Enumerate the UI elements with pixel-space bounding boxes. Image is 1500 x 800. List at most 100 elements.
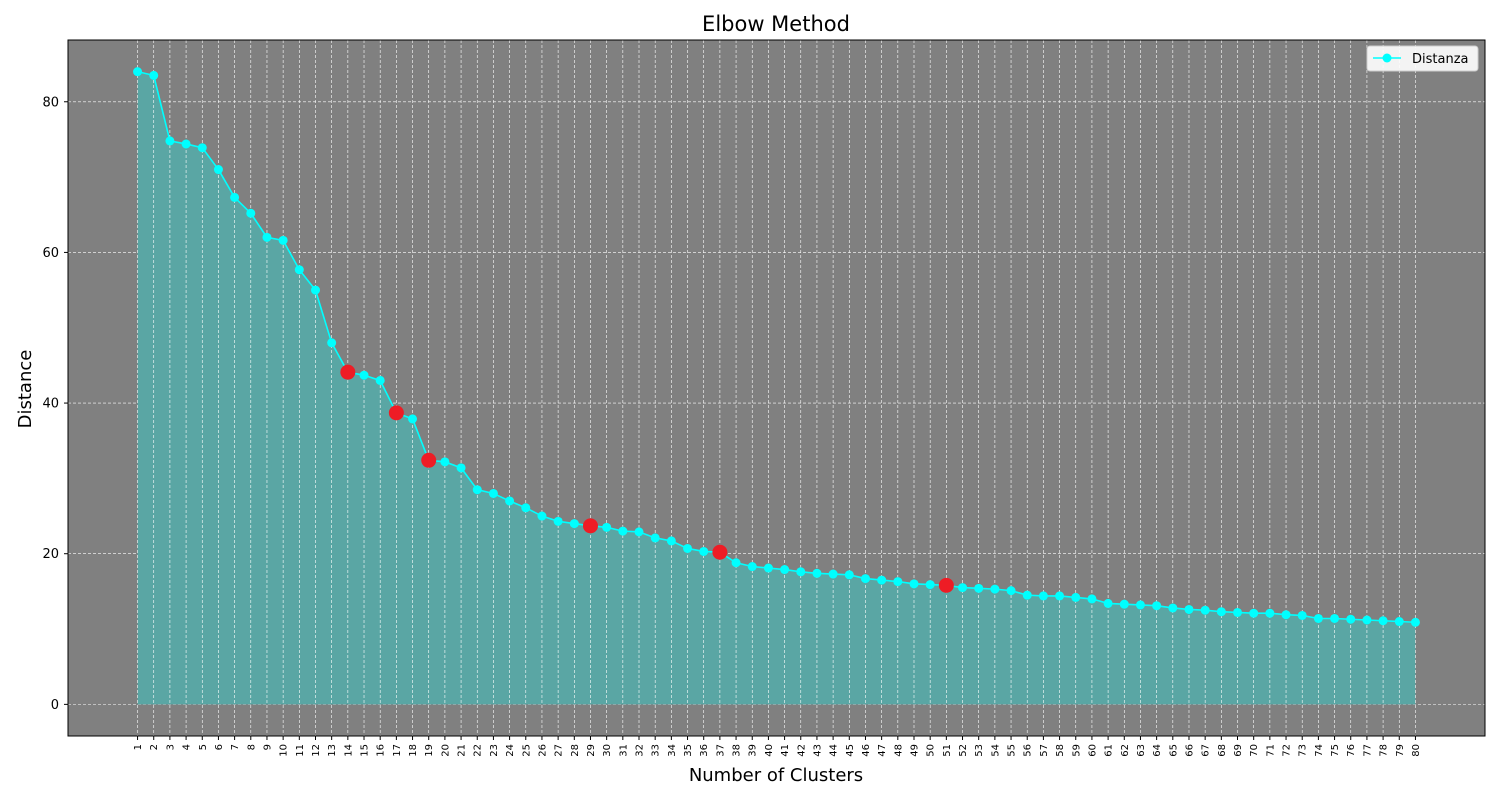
- x-tick-label: 47: [877, 744, 888, 757]
- data-point: [1362, 615, 1372, 625]
- x-tick-label: 13: [327, 744, 338, 757]
- x-tick-label: 49: [909, 744, 920, 757]
- data-point: [1071, 592, 1081, 602]
- x-tick-label: 1: [133, 744, 144, 750]
- legend: Distanza: [1366, 45, 1479, 72]
- data-point: [699, 546, 709, 556]
- x-tick-label: 31: [618, 744, 629, 757]
- elbow-highlight-point: [938, 577, 954, 593]
- data-point: [327, 338, 337, 348]
- data-point: [165, 136, 175, 146]
- x-tick-label: 44: [829, 744, 840, 757]
- x-tick-label: 70: [1249, 744, 1260, 757]
- highlight-points: [340, 364, 954, 593]
- x-tick-label: 25: [521, 744, 532, 757]
- x-axis-label: Number of Clusters: [689, 765, 863, 786]
- data-point: [246, 208, 256, 218]
- x-tick-label: 19: [424, 744, 435, 757]
- data-point: [1313, 613, 1323, 623]
- x-tick-label: 65: [1168, 744, 1179, 757]
- x-tick-label: 12: [311, 744, 322, 757]
- data-point: [375, 375, 385, 385]
- x-tick-label: 35: [683, 744, 694, 757]
- data-point: [133, 67, 143, 77]
- data-point: [747, 562, 757, 572]
- x-tick-label: 30: [602, 744, 613, 757]
- x-tick-label: 34: [667, 744, 678, 757]
- x-tick-label: 40: [764, 744, 775, 757]
- x-tick-label: 77: [1362, 744, 1373, 757]
- x-tick-label: 16: [376, 744, 387, 757]
- x-tick-label: 57: [1039, 744, 1050, 757]
- data-point: [812, 568, 822, 578]
- x-tick-label: 56: [1023, 744, 1034, 757]
- data-point: [877, 575, 887, 585]
- data-point: [1346, 614, 1356, 624]
- x-tick-label: 62: [1120, 744, 1131, 757]
- x-tick-label: 74: [1314, 744, 1325, 757]
- data-point: [780, 565, 790, 575]
- data-point: [1216, 607, 1226, 617]
- x-tick-label: 22: [473, 744, 484, 757]
- legend-box: [1366, 45, 1479, 72]
- data-point: [408, 414, 418, 424]
- data-point: [488, 488, 498, 498]
- data-point: [1006, 586, 1016, 596]
- elbow-highlight-point: [388, 405, 404, 421]
- data-point: [844, 570, 854, 580]
- x-tick-label: 24: [505, 744, 516, 757]
- x-tick-label: 33: [651, 744, 662, 757]
- x-tick-label: 61: [1104, 744, 1115, 757]
- data-point: [1297, 610, 1307, 620]
- x-tick-label: 75: [1330, 744, 1341, 757]
- data-point: [1135, 600, 1145, 610]
- x-tick-label: 15: [360, 744, 371, 757]
- x-tick-label: 18: [408, 744, 419, 757]
- x-tick-label: 50: [926, 744, 937, 757]
- data-point: [1410, 617, 1420, 627]
- data-point: [310, 285, 320, 295]
- x-tick-label: 63: [1136, 744, 1147, 757]
- data-point: [909, 579, 919, 589]
- data-point: [1330, 613, 1340, 623]
- data-point: [1103, 598, 1113, 608]
- data-point: [925, 580, 935, 590]
- x-tick-label: 29: [586, 744, 597, 757]
- elbow-highlight-point: [712, 544, 728, 560]
- data-point: [1022, 590, 1032, 600]
- y-axis-ticks: 0 20 40 60 80: [42, 95, 68, 713]
- x-tick-label: 21: [457, 744, 468, 757]
- x-tick-label: 71: [1265, 744, 1276, 757]
- data-point: [958, 583, 968, 593]
- x-tick-label: 45: [845, 744, 856, 757]
- data-point: [213, 165, 223, 175]
- x-tick-label: 20: [440, 744, 451, 757]
- x-tick-label: 67: [1201, 744, 1212, 757]
- x-tick-label: 72: [1282, 744, 1293, 757]
- data-point: [796, 567, 806, 577]
- elbow-highlight-point: [582, 518, 598, 534]
- data-point: [262, 232, 272, 242]
- data-point: [602, 522, 612, 532]
- data-point: [553, 516, 563, 526]
- x-tick-label: 9: [262, 744, 273, 750]
- x-tick-label: 36: [699, 744, 710, 757]
- data-point: [472, 485, 482, 495]
- plot-frame: [67, 39, 1486, 737]
- x-tick-label: 66: [1184, 744, 1195, 757]
- data-point: [763, 563, 773, 573]
- data-point: [278, 235, 288, 245]
- x-tick-label: 5: [198, 744, 209, 750]
- x-tick-label: 54: [990, 744, 1001, 757]
- x-tick-label: 39: [748, 744, 759, 757]
- x-tick-label: 52: [958, 744, 969, 757]
- data-point: [650, 533, 660, 543]
- x-tick-label: 43: [812, 744, 823, 757]
- data-point: [1168, 603, 1178, 613]
- x-tick-label: 2: [149, 744, 160, 750]
- elbow-highlight-point: [421, 452, 437, 468]
- data-point: [149, 70, 159, 80]
- data-point: [974, 583, 984, 593]
- x-tick-label: 6: [214, 744, 225, 750]
- x-tick-label: 53: [974, 744, 985, 757]
